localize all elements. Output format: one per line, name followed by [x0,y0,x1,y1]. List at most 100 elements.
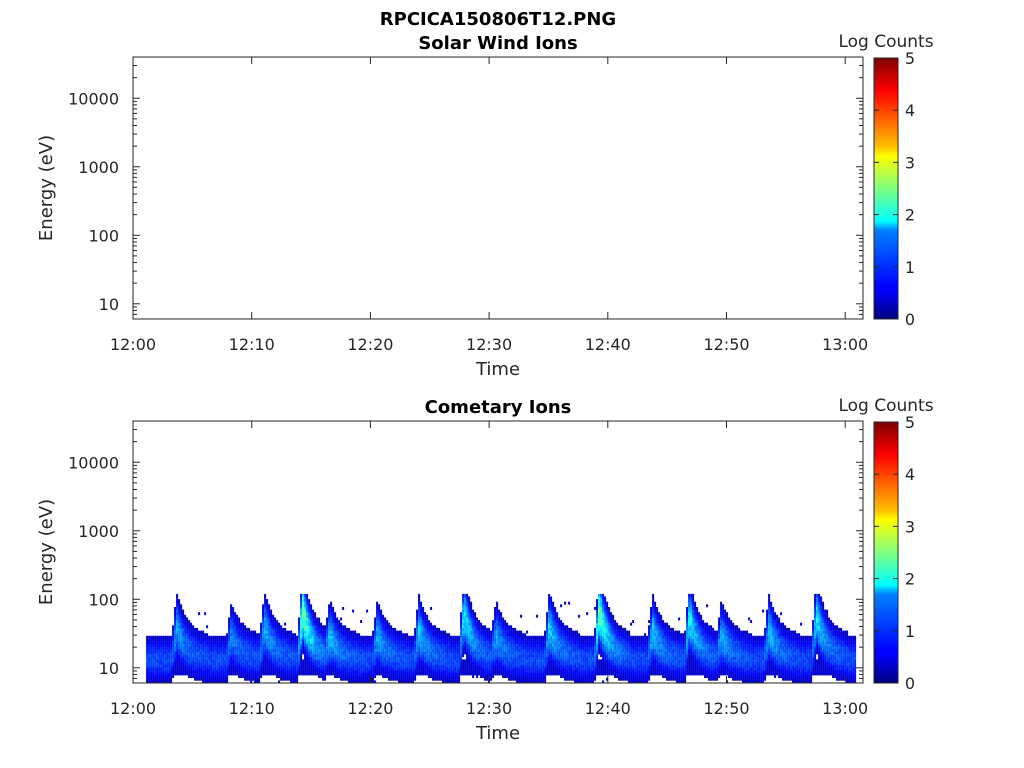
heatmap-cell [312,659,315,663]
heatmap-cell [244,662,247,665]
heatmap-cell [552,614,555,618]
heatmap-cell [230,654,233,658]
heatmap-cell [508,675,511,678]
heatmap-cell [254,651,257,655]
x-axis-label: Time [475,359,520,380]
heatmap-cell [180,651,183,655]
heatmap-cell [288,669,291,673]
heatmap-cell [270,654,273,658]
heatmap-cell [492,656,495,660]
heatmap-cell [150,648,153,652]
heatmap-cell [380,622,383,626]
heatmap-cell [304,669,307,673]
heatmap-cell [202,643,205,647]
heatmap-cell [290,662,293,665]
heatmap-cell [324,643,327,647]
heatmap-cell [362,677,365,681]
heatmap-cell [306,633,309,637]
heatmap-cell [572,656,575,660]
heatmap-cell [376,617,379,621]
heatmap-cell [214,667,217,671]
heatmap-cell [484,669,487,673]
heatmap-cell [250,648,253,652]
heatmap-cell [322,641,325,644]
heatmap-cell [518,659,521,663]
heatmap-cell [362,635,365,639]
heatmap-cell [234,654,237,658]
heatmap-cell [286,648,289,652]
heatmap-cell [464,607,467,610]
heatmap-cell [244,638,247,642]
heatmap-cell [260,646,263,650]
heatmap-cell [490,662,493,665]
heatmap-cell [458,638,461,642]
heatmap-cell [262,659,265,663]
heatmap-cell [326,651,329,655]
heatmap-cell [596,635,599,639]
heatmap-cell [496,622,499,626]
heatmap-cell [474,643,477,647]
heatmap-cell [212,659,215,663]
heatmap-cell [228,630,231,634]
heatmap-cell [560,664,563,668]
heatmap-cell [464,641,467,644]
heatmap-cell [434,646,437,650]
x-tick-label: 13:00 [822,335,868,354]
heatmap-cell [166,667,169,671]
heatmap-cell [422,638,425,642]
heatmap-cell [546,641,549,644]
heatmap-cell [348,675,351,678]
heatmap-cell [308,617,311,621]
heatmap-cell [268,669,271,673]
heatmap-cell [476,630,479,634]
heatmap-cell [442,675,445,678]
heatmap-cell [392,648,395,652]
heatmap-cell [146,659,149,663]
heatmap-cell [320,622,323,626]
heatmap-cell [570,656,573,660]
heatmap-cell [488,638,491,642]
heatmap-cell [550,617,553,621]
heatmap-cell [164,672,167,676]
heatmap-cell [180,622,183,626]
heatmap-cell [146,672,149,676]
heatmap-cell [236,654,239,658]
heatmap-cell [496,638,499,642]
heatmap-cell [270,648,273,652]
heatmap-cell [374,643,377,647]
heatmap-cell [310,664,313,668]
heatmap-cell [400,662,403,665]
heatmap-cell [594,672,597,676]
heatmap-cell [242,648,245,652]
heatmap-cell [288,643,291,647]
heatmap-cell [346,635,349,639]
heatmap-cell [480,651,483,655]
heatmap-cell [542,675,545,678]
heatmap-cell [196,638,199,642]
heatmap-cell [302,669,305,673]
heatmap-cell [146,654,149,658]
heatmap-cell [212,667,215,671]
heatmap-cell [266,627,269,631]
heatmap-cell [442,672,445,676]
heatmap-cell [216,635,219,639]
heatmap-cell [170,664,173,668]
heatmap-cell [162,656,165,660]
heatmap-cell [308,599,311,602]
heatmap-cell [384,667,387,671]
heatmap-cell [182,617,185,621]
heatmap-cell [314,612,317,616]
heatmap-cell [240,630,243,634]
heatmap-cell [304,659,307,663]
heatmap-cell [416,625,419,629]
heatmap-cell [244,630,247,634]
heatmap-cell [476,656,479,660]
heatmap-cell [532,664,535,668]
heatmap-cell [182,646,185,650]
heatmap-cell [278,662,281,665]
heatmap-cell [232,633,235,637]
heatmap-cell [294,646,297,650]
heatmap-cell [270,614,273,618]
heatmap-cell [448,643,451,647]
heatmap-cell [326,635,329,639]
